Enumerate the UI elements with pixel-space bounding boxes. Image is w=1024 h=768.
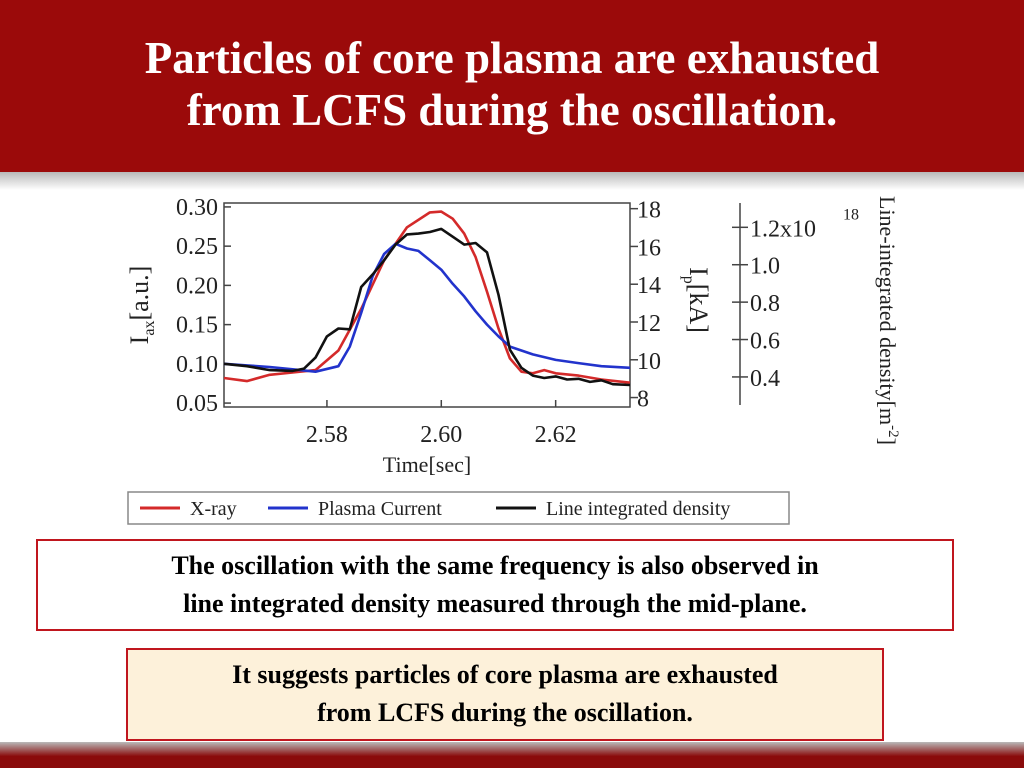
- plot-area: 0.05 0.10 0.15 0.20 0.25 0.30 Iax[a.u.] 2.58 2.6…: [125, 195, 901, 477]
- observation-box: The oscillation with the same frequency …: [36, 539, 954, 631]
- slide-title: Particles of core plasma are exhausted f…: [0, 32, 1024, 136]
- oscillation-chart: 0.05 0.10 0.15 0.20 0.25 0.30 Iax[a.u.] 2.58 2.6…: [125, 195, 901, 525]
- legend-label-line-density: Line integrated density: [546, 498, 730, 520]
- ip-axis-tick-label: 18: [637, 198, 661, 224]
- ip-axis-tick-label: 10: [637, 349, 661, 375]
- density-axis-tick-label: 0.8: [750, 291, 780, 317]
- title-bar-shadow: [0, 172, 1024, 190]
- legend-label-xray: X-ray: [190, 498, 237, 520]
- x-axis-tick-label: 2.60: [420, 422, 462, 448]
- density-axis-label: Line-integrated density[m-2]: [875, 196, 901, 445]
- conclusion-line-1: It suggests particles of core plasma are…: [232, 660, 778, 689]
- series-line-density-line: [223, 227, 631, 387]
- legend-frame: [127, 491, 790, 525]
- slide-title-line-1: Particles of core plasma are exhausted: [144, 33, 880, 83]
- x-axis-label: Time[sec]: [383, 452, 471, 477]
- chart-legend: X-ray Plasma Current Line integrated den…: [127, 491, 790, 525]
- density-axis-tick-label: 0.4: [750, 366, 780, 392]
- density-axis-exponent: 18: [843, 206, 859, 223]
- x-axis-tick-label: 2.62: [535, 422, 577, 448]
- left-axis-tick-label: 0.15: [176, 313, 218, 339]
- conclusion-line-2: from LCFS during the oscillation.: [317, 698, 693, 727]
- observation-line-1: The oscillation with the same frequency …: [171, 551, 819, 580]
- left-axis-tick-label: 0.20: [176, 273, 218, 299]
- ip-axis-tick-label: 16: [637, 235, 661, 261]
- observation-line-2: line integrated density measured through…: [183, 589, 807, 618]
- series-plasma-current-line: [223, 242, 631, 374]
- density-axis-tick-label: 1.2x10: [750, 216, 816, 242]
- title-bar: [0, 0, 1024, 172]
- ip-axis-label: Ip[kA]: [680, 267, 713, 333]
- footer-bar: [0, 742, 1024, 768]
- ip-axis-tick-label: 8: [637, 387, 649, 413]
- left-axis-tick-label: 0.05: [176, 391, 218, 417]
- ip-axis-tick-label: 14: [637, 273, 661, 299]
- left-axis-tick-label: 0.10: [176, 352, 218, 378]
- left-axis-label: Iax[a.u.]: [125, 266, 158, 345]
- density-axis-tick-label: 0.6: [750, 329, 780, 355]
- plot-frame: [223, 202, 631, 408]
- series-xray-line: [223, 210, 631, 384]
- legend-label-plasma-current: Plasma Current: [318, 498, 442, 520]
- conclusion-box: It suggests particles of core plasma are…: [126, 648, 884, 741]
- left-axis-tick-label: 0.25: [176, 234, 218, 260]
- slide-title-line-2: from LCFS during the oscillation.: [186, 85, 838, 135]
- x-axis-tick-label: 2.58: [306, 422, 348, 448]
- ip-axis-tick-label: 12: [637, 311, 661, 337]
- left-axis-tick-label: 0.30: [176, 195, 218, 221]
- density-axis-tick-label: 1.0: [750, 254, 780, 280]
